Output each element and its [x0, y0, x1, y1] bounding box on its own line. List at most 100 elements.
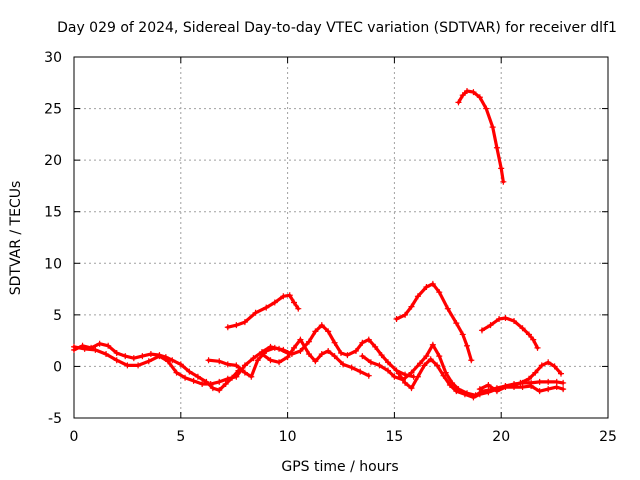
- data-point: [209, 385, 216, 392]
- y-tick-label: -5: [48, 411, 62, 427]
- data-point: [517, 379, 524, 386]
- chart-title: Day 029 of 2024, Sidereal Day-to-day VTE…: [57, 20, 617, 36]
- data-point: [190, 377, 197, 384]
- data-point: [536, 378, 543, 385]
- data-point: [248, 373, 255, 380]
- y-tick-label: 5: [53, 308, 62, 324]
- data-point: [476, 386, 483, 393]
- data-point: [470, 89, 477, 96]
- data-point: [216, 387, 223, 394]
- x-tick-label: 20: [492, 429, 510, 445]
- x-tick-label: 15: [385, 429, 403, 445]
- series-sat-f: [71, 343, 291, 387]
- data-point: [423, 284, 430, 291]
- data-point: [436, 353, 443, 360]
- data-point: [538, 362, 545, 369]
- data-point: [169, 357, 176, 364]
- data-point: [502, 384, 509, 391]
- data-point: [525, 375, 532, 382]
- data-point: [205, 357, 212, 364]
- data-point: [528, 383, 535, 390]
- data-point: [130, 355, 137, 362]
- series-line: [72, 345, 290, 386]
- data-point: [359, 353, 366, 360]
- x-tick-label: 25: [599, 429, 617, 445]
- data-point: [487, 322, 494, 329]
- series-line: [72, 342, 241, 392]
- data-point: [372, 343, 379, 350]
- series-sat-h: [258, 336, 372, 379]
- data-point: [496, 315, 503, 322]
- data-point: [511, 318, 518, 325]
- series-sat-d: [478, 314, 541, 351]
- data-point: [344, 352, 351, 359]
- data-point: [551, 363, 558, 370]
- data-point: [113, 350, 120, 357]
- data-point: [402, 311, 409, 318]
- data-point: [258, 351, 265, 358]
- data-point: [352, 347, 359, 354]
- data-point: [365, 372, 372, 379]
- data-point: [476, 94, 483, 101]
- data-point: [478, 327, 485, 334]
- data-point: [553, 384, 560, 391]
- data-point: [402, 379, 409, 386]
- data-point: [485, 381, 492, 388]
- data-point: [359, 339, 366, 346]
- data-point: [558, 370, 565, 377]
- data-point: [291, 344, 298, 351]
- data-point: [453, 320, 460, 327]
- data-point: [560, 386, 567, 393]
- y-tick-label: 15: [44, 205, 62, 221]
- series-line: [394, 282, 473, 362]
- series-sat-a: [455, 88, 507, 185]
- data-point: [446, 381, 453, 388]
- data-point: [216, 378, 223, 385]
- data-point: [331, 353, 338, 360]
- data-point: [224, 375, 231, 382]
- data-point: [519, 384, 526, 391]
- data-point: [511, 384, 518, 391]
- data-point: [384, 367, 391, 374]
- data-point: [464, 88, 471, 95]
- data-point: [393, 315, 400, 322]
- series-line: [226, 293, 300, 329]
- data-point: [367, 359, 374, 366]
- data-point: [241, 319, 248, 326]
- y-tick-label: 25: [44, 102, 62, 118]
- data-point: [81, 345, 88, 352]
- data-point: [408, 385, 415, 392]
- data-point: [241, 369, 248, 376]
- y-tick-label: 10: [44, 256, 62, 272]
- data-point: [295, 305, 302, 312]
- data-point: [252, 309, 259, 316]
- data-point: [318, 322, 325, 329]
- x-tick-label: 0: [70, 429, 79, 445]
- data-point: [434, 362, 441, 369]
- data-point: [493, 388, 500, 395]
- data-point: [498, 165, 505, 172]
- data-point: [124, 362, 131, 369]
- data-point: [391, 373, 398, 380]
- data-point: [408, 369, 415, 376]
- data-point: [312, 358, 319, 365]
- data-point: [194, 373, 201, 380]
- data-point: [365, 336, 372, 343]
- data-point: [340, 361, 347, 368]
- data-point: [427, 356, 434, 363]
- data-point: [139, 353, 146, 360]
- series-sat-c: [393, 280, 475, 364]
- data-point: [489, 124, 496, 131]
- data-point: [357, 368, 364, 375]
- data-point: [297, 336, 304, 343]
- data-point: [233, 373, 240, 380]
- data-point: [92, 346, 99, 353]
- series-sat-e: [71, 340, 242, 394]
- grid: [74, 57, 608, 418]
- data-point: [338, 350, 344, 357]
- data-point: [103, 351, 110, 358]
- data-point: [271, 299, 278, 306]
- data-point: [233, 362, 240, 369]
- y-tick-label: 0: [53, 359, 62, 375]
